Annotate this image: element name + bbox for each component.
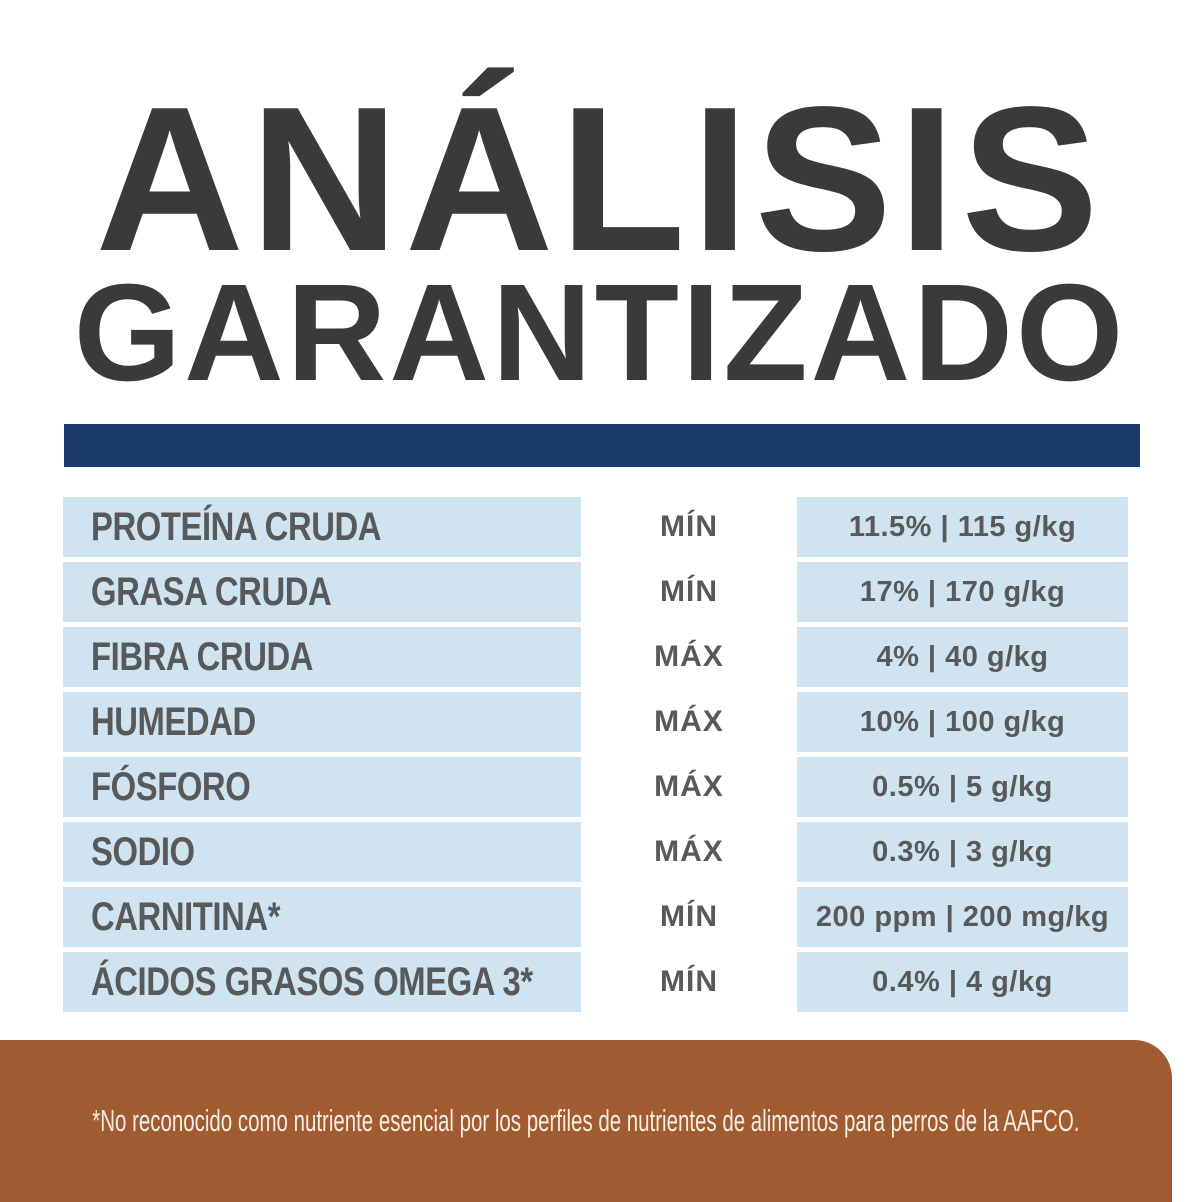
limit-label: MÍN — [660, 575, 718, 608]
value-cell: 10% | 100 g/kg — [797, 692, 1128, 752]
limit-label: MÁX — [654, 640, 724, 673]
table-row: HUMEDAD MÁX 10% | 100 g/kg — [63, 692, 1128, 752]
value-cell: 4% | 40 g/kg — [797, 627, 1128, 687]
nutrient-label: HUMEDAD — [91, 699, 256, 744]
value-label: 11.5% | 115 g/kg — [848, 510, 1077, 543]
limit-cell: MÍN — [581, 952, 797, 1012]
limit-label: MÍN — [660, 510, 718, 543]
table-row: SODIO MÁX 0.3% | 3 g/kg — [63, 822, 1128, 882]
table-row: ÁCIDOS GRASOS OMEGA 3* MÍN 0.4% | 4 g/kg — [63, 952, 1128, 1012]
value-label: 0.4% | 4 g/kg — [872, 965, 1053, 998]
value-cell: 11.5% | 115 g/kg — [797, 497, 1128, 557]
nutrient-cell: CARNITINA* — [63, 887, 581, 947]
value-cell: 200 ppm | 200 mg/kg — [797, 887, 1128, 947]
table-row: FIBRA CRUDA MÁX 4% | 40 g/kg — [63, 627, 1128, 687]
value-label: 17% | 170 g/kg — [859, 575, 1066, 608]
analysis-table: PROTEÍNA CRUDA MÍN 11.5% | 115 g/kg GRAS… — [63, 497, 1128, 1017]
page-title-line1: ANÁLISIS — [95, 64, 1105, 294]
limit-cell: MÁX — [581, 822, 797, 882]
footnote-bar: *No reconocido como nutriente esencial p… — [0, 1040, 1172, 1202]
nutrient-cell: FIBRA CRUDA — [63, 627, 581, 687]
table-row: CARNITINA* MÍN 200 ppm | 200 mg/kg — [63, 887, 1128, 947]
value-label: 200 ppm | 200 mg/kg — [815, 900, 1110, 933]
footnote-text: *No reconocido como nutriente esencial p… — [92, 1103, 1080, 1138]
value-cell: 0.4% | 4 g/kg — [797, 952, 1128, 1012]
value-label: 0.5% | 5 g/kg — [872, 770, 1053, 803]
nutrient-cell: ÁCIDOS GRASOS OMEGA 3* — [63, 952, 581, 1012]
nutrient-cell: SODIO — [63, 822, 581, 882]
table-row: GRASA CRUDA MÍN 17% | 170 g/kg — [63, 562, 1128, 622]
limit-label: MÁX — [654, 705, 724, 738]
limit-cell: MÁX — [581, 692, 797, 752]
value-label: 0.3% | 3 g/kg — [872, 835, 1053, 868]
value-cell: 0.5% | 5 g/kg — [797, 757, 1128, 817]
nutrient-label: CARNITINA* — [91, 894, 281, 939]
limit-cell: MÍN — [581, 497, 797, 557]
page-title-line2: GARANTIZADO — [73, 256, 1127, 410]
limit-cell: MÁX — [581, 627, 797, 687]
nutrient-label: FÓSFORO — [91, 764, 251, 809]
nutrient-label: GRASA CRUDA — [91, 569, 332, 614]
limit-label: MÍN — [660, 965, 718, 998]
limit-cell: MÁX — [581, 757, 797, 817]
table-row: FÓSFORO MÁX 0.5% | 5 g/kg — [63, 757, 1128, 817]
limit-cell: MÍN — [581, 887, 797, 947]
nutrient-cell: GRASA CRUDA — [63, 562, 581, 622]
limit-label: MÍN — [660, 900, 718, 933]
limit-label: MÁX — [654, 835, 724, 868]
limit-label: MÁX — [654, 770, 724, 803]
nutrient-label: ÁCIDOS GRASOS OMEGA 3* — [91, 959, 533, 1004]
nutrient-label: PROTEÍNA CRUDA — [91, 504, 382, 549]
limit-cell: MÍN — [581, 562, 797, 622]
value-cell: 17% | 170 g/kg — [797, 562, 1128, 622]
value-label: 4% | 40 g/kg — [876, 640, 1049, 673]
divider-bar — [64, 424, 1140, 467]
nutrient-cell: FÓSFORO — [63, 757, 581, 817]
nutrient-cell: HUMEDAD — [63, 692, 581, 752]
nutrient-cell: PROTEÍNA CRUDA — [63, 497, 581, 557]
nutrient-label: FIBRA CRUDA — [91, 634, 314, 679]
table-row: PROTEÍNA CRUDA MÍN 11.5% | 115 g/kg — [63, 497, 1128, 557]
value-label: 10% | 100 g/kg — [859, 705, 1066, 738]
nutrient-label: SODIO — [91, 829, 195, 874]
value-cell: 0.3% | 3 g/kg — [797, 822, 1128, 882]
